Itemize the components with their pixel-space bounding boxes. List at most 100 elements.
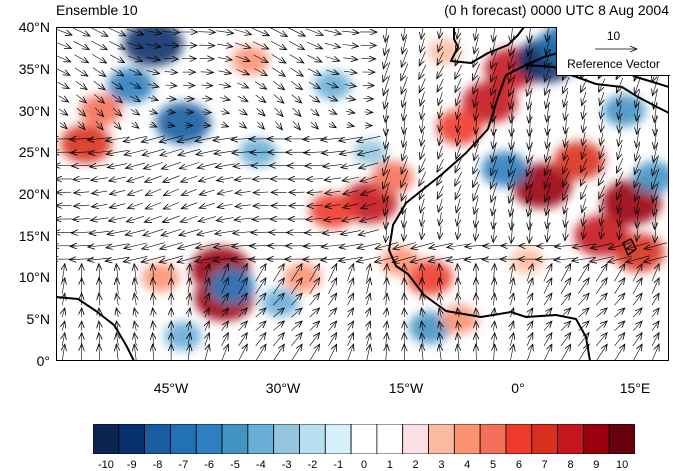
lake-chad — [622, 238, 637, 256]
arrow-icon — [177, 255, 202, 262]
arrow-icon — [404, 333, 405, 346]
arrow-icon — [618, 131, 621, 147]
arrow-icon — [456, 198, 460, 213]
arrow-icon — [635, 76, 641, 95]
arrow-icon — [543, 308, 552, 318]
arrow-icon — [439, 278, 441, 294]
arrow-icon — [153, 264, 154, 282]
arrow-icon — [560, 308, 571, 318]
arrow-icon — [455, 51, 462, 66]
arrow-icon — [126, 28, 144, 35]
arrow-icon — [347, 344, 354, 361]
arrow-icon — [148, 111, 158, 114]
arrow-icon — [383, 182, 390, 202]
arrow-icon — [198, 216, 216, 222]
arrow-icon — [305, 28, 323, 36]
arrow-icon — [217, 191, 233, 194]
arrow-icon — [328, 264, 337, 282]
arrow-icon — [238, 293, 248, 306]
arrow-icon — [166, 112, 176, 113]
arrow-icon — [221, 333, 229, 347]
arrow-icon — [273, 293, 284, 306]
arrow-icon — [456, 91, 460, 106]
x-tick-label: 0° — [511, 380, 525, 396]
arrow-icon — [526, 264, 533, 282]
arrow-icon — [291, 308, 302, 318]
arrow-icon — [129, 82, 142, 89]
arrow-icon — [324, 43, 341, 47]
arrow-icon — [324, 218, 342, 220]
south-america-coast — [56, 296, 135, 361]
arrow-icon — [404, 264, 405, 282]
colorbar-swatch — [118, 424, 146, 454]
arrow-icon — [306, 219, 324, 220]
arrow-icon — [560, 264, 571, 282]
arrow-icon — [617, 184, 623, 200]
y-tick-label: 25°N — [18, 144, 50, 160]
arrow-icon — [253, 192, 269, 193]
arrow-icon — [221, 308, 229, 318]
arrow-icon — [164, 72, 178, 73]
arrow-icon — [324, 178, 342, 180]
arrow-icon — [476, 278, 477, 294]
arrow-icon — [161, 228, 182, 236]
arrow-icon — [437, 158, 444, 172]
arrow-icon — [438, 38, 442, 52]
forecast-time-title: (0 h forecast) 0000 UTC 8 Aug 2004 — [444, 2, 669, 18]
colorbar-label: 1 — [386, 459, 393, 471]
arrow-icon — [544, 169, 552, 188]
arrow-icon — [116, 278, 118, 294]
arrow-icon — [199, 45, 215, 46]
arrow-icon — [116, 308, 118, 318]
arrow-icon — [374, 255, 399, 262]
colorbar-swatch — [582, 424, 610, 454]
arrow-icon — [421, 333, 423, 346]
arrow-icon — [111, 81, 123, 90]
arrow-icon — [544, 62, 552, 81]
arrow-icon — [419, 78, 426, 93]
arrow-icon — [491, 62, 498, 82]
arrow-icon — [617, 144, 622, 160]
arrow-icon — [62, 344, 65, 361]
arrow-icon — [291, 264, 302, 282]
colorbar-label: 4 — [464, 459, 471, 471]
arrow-icon — [473, 170, 480, 188]
arrow-icon — [62, 293, 65, 306]
arrow-icon — [112, 94, 122, 103]
arrow-icon — [326, 83, 338, 87]
arrow-icon — [273, 308, 284, 318]
arrow-icon — [146, 57, 160, 60]
y-tick-label: 10°N — [18, 269, 50, 285]
x-tick-label: 15°W — [388, 380, 424, 396]
arrow-icon — [601, 118, 603, 132]
arrow-icon — [404, 321, 405, 331]
arrow-icon — [110, 54, 124, 63]
arrow-icon — [113, 121, 121, 130]
colorbar-label: -8 — [152, 459, 163, 471]
arrow-icon — [439, 132, 442, 145]
arrow-icon — [161, 162, 181, 169]
arrow-icon — [159, 255, 184, 263]
arrow-icon — [128, 69, 142, 75]
y-tick-label: 15°N — [18, 228, 50, 244]
arrow-icon — [205, 333, 210, 346]
arrow-icon — [271, 54, 286, 63]
arrow-icon — [455, 171, 462, 186]
arrow-icon — [153, 333, 154, 346]
arrow-icon — [95, 120, 103, 130]
colorbar-label: 9 — [593, 459, 600, 471]
arrow-icon — [221, 264, 229, 282]
arrow-icon — [342, 45, 359, 47]
arrow-icon — [439, 212, 441, 225]
arrow-icon — [383, 61, 391, 82]
arrow-icon — [527, 74, 534, 97]
arrow-icon — [177, 135, 202, 142]
arrow-icon — [254, 68, 267, 75]
arrow-icon — [251, 165, 271, 166]
arrow-icon — [457, 308, 459, 318]
reference-vector-box: 10 Reference Vector — [556, 27, 670, 76]
arrow-icon — [131, 123, 139, 129]
arrow-icon — [216, 217, 234, 220]
arrow-icon — [255, 344, 266, 361]
arrow-icon — [91, 218, 109, 221]
